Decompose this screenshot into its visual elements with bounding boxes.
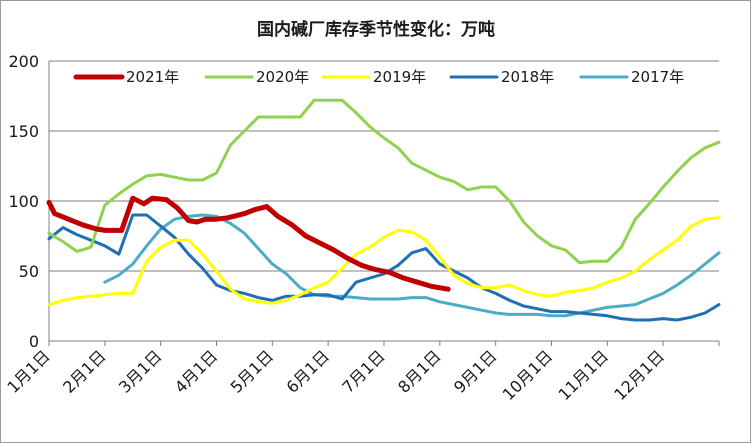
- series-line-2018年: [47, 213, 721, 322]
- legend-label: 2018年: [501, 68, 554, 86]
- legend: 2021年 2020年 2019年 2018年 2017年: [73, 68, 684, 86]
- x-tick-label: 8月1日: [394, 346, 444, 396]
- y-tick-label: 150: [8, 122, 39, 141]
- x-tick-label: 1月1日: [3, 346, 53, 396]
- y-tick-label: 50: [19, 262, 39, 281]
- legend-label: 2017年: [631, 68, 684, 86]
- grid: [49, 60, 719, 272]
- legend-label: 2020年: [256, 68, 309, 86]
- x-axis: 1月1日 2月1日 3月1日 4月1日 5月1日 6月1日 7月1日 8月1日 9月1日10月1…: [3, 340, 720, 404]
- x-tick-label: 11月1日: [554, 346, 612, 404]
- x-tick-label: 5月1日: [227, 346, 277, 396]
- series-lines: [46, 98, 721, 322]
- series-line-2021年: [46, 195, 451, 292]
- x-tick-label: 2月1日: [59, 346, 109, 396]
- legend-label: 2021年: [126, 68, 179, 86]
- x-tick-label: 4月1日: [171, 346, 221, 396]
- series-line-2020年: [47, 98, 721, 265]
- y-tick-label: 200: [8, 52, 39, 71]
- x-tick-label: 6月1日: [283, 346, 333, 396]
- chart-title: 国内碱厂库存季节性变化：万吨: [257, 19, 495, 40]
- series-line-2019年: [47, 216, 721, 307]
- x-tick-label: 10月1日: [499, 346, 557, 404]
- y-tick-label: 0: [29, 332, 39, 351]
- x-tick-label: 3月1日: [115, 346, 165, 396]
- x-tick-label: 12月1日: [610, 346, 668, 404]
- y-axis: 0 50 100 150 200: [8, 52, 50, 351]
- x-tick-label: 7月1日: [338, 346, 388, 396]
- legend-label: 2019年: [373, 68, 426, 86]
- series-line-2017年: [103, 213, 721, 318]
- y-tick-label: 100: [8, 192, 39, 211]
- x-tick-label: 9月1日: [450, 346, 500, 396]
